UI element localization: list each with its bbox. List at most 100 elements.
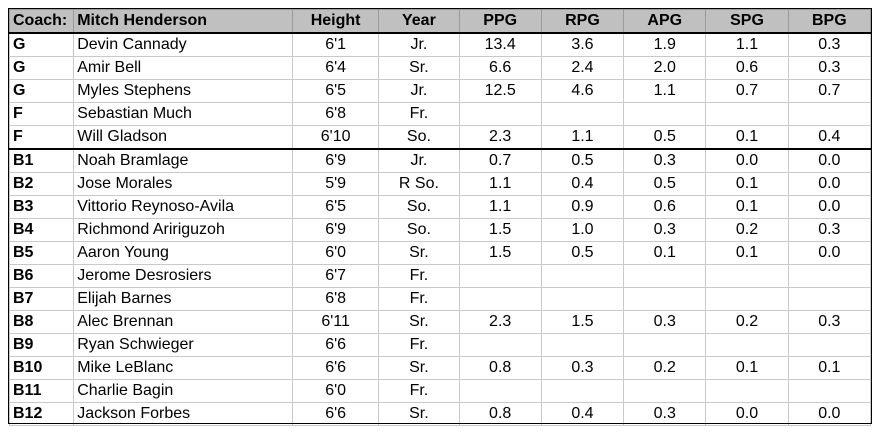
- stat-spg: 0.1: [705, 241, 789, 265]
- player-year: Sr.: [378, 310, 460, 334]
- player-height: 6'8: [291, 287, 380, 311]
- stat-apg: [623, 102, 707, 126]
- player-name: Myles Stephens: [73, 79, 293, 103]
- player-height: 6'10: [291, 125, 380, 150]
- player-name: Will Gladson: [73, 125, 293, 150]
- stat-ppg: [458, 264, 542, 288]
- stat-rpg: 1.1: [540, 125, 625, 150]
- stat-apg: [623, 264, 707, 288]
- table-row: B12 Jackson Forbes 6'6 Sr. 0.8 0.4 0.3 0.0 0.0: [8, 402, 872, 426]
- table-row: B8 Alec Brennan 6'11 Sr. 2.3 1.5 0.3 0.2 0.3: [8, 310, 872, 334]
- player-position: B11: [8, 379, 75, 403]
- stat-apg: [623, 287, 707, 311]
- stat-spg: [705, 264, 789, 288]
- stat-bpg: [787, 287, 872, 311]
- column-header-height: Height: [291, 9, 380, 34]
- stat-rpg: [540, 264, 625, 288]
- stat-spg: 0.1: [705, 125, 789, 150]
- player-position: B8: [8, 310, 75, 334]
- stat-rpg: 0.5: [540, 148, 625, 173]
- player-name: Sebastian Much: [73, 102, 293, 126]
- player-name: Noah Bramlage: [73, 148, 293, 173]
- player-year: Sr.: [378, 402, 460, 426]
- player-name: Jackson Forbes: [73, 402, 293, 426]
- table-row: B11 Charlie Bagin 6'0 Fr.: [8, 379, 872, 403]
- player-name: Elijah Barnes: [73, 287, 293, 311]
- stat-spg: [705, 287, 789, 311]
- stat-bpg: 0.0: [787, 172, 872, 196]
- stat-rpg: 0.5: [540, 241, 625, 265]
- table-body: G Devin Cannady 6'1 Jr. 13.4 3.6 1.9 1.1 0.3 G Ami…: [8, 32, 872, 426]
- stat-bpg: [787, 264, 872, 288]
- stat-spg: 0.1: [705, 356, 789, 380]
- player-year: Fr.: [378, 287, 460, 311]
- stat-rpg: 3.6: [540, 32, 625, 57]
- stat-spg: 1.1: [705, 32, 789, 57]
- stat-ppg: 0.7: [458, 148, 542, 173]
- column-header-ppg: PPG: [458, 9, 542, 34]
- player-position: B1: [8, 148, 75, 173]
- stat-spg: 0.6: [705, 56, 789, 80]
- table-row: B3 Vittorio Reynoso-Avila 6'5 So. 1.1 0.9 0.6 0…: [8, 195, 872, 219]
- stat-bpg: 0.3: [787, 56, 872, 80]
- player-year: Jr.: [378, 32, 460, 57]
- stat-apg: 0.1: [623, 241, 707, 265]
- column-header-apg: APG: [623, 9, 707, 34]
- player-name: Aaron Young: [73, 241, 293, 265]
- stat-ppg: 0.8: [458, 356, 542, 380]
- column-header-bpg: BPG: [787, 9, 872, 34]
- stat-bpg: [787, 333, 872, 357]
- stat-spg: [705, 102, 789, 126]
- player-position: B10: [8, 356, 75, 380]
- player-height: 6'9: [291, 218, 380, 242]
- player-name: Richmond Aririguzoh: [73, 218, 293, 242]
- player-year: Fr.: [378, 333, 460, 357]
- stat-bpg: 0.7: [787, 79, 872, 103]
- stat-apg: 1.1: [623, 79, 707, 103]
- stat-apg: 0.3: [623, 402, 707, 426]
- stat-rpg: [540, 102, 625, 126]
- player-height: 6'1: [291, 32, 380, 57]
- table-row: B9 Ryan Schwieger 6'6 Fr.: [8, 333, 872, 357]
- player-year: Jr.: [378, 148, 460, 173]
- table-row: B5 Aaron Young 6'0 Sr. 1.5 0.5 0.1 0.1 0.0: [8, 241, 872, 265]
- player-year: Fr.: [378, 379, 460, 403]
- player-year: So.: [378, 125, 460, 150]
- stat-ppg: [458, 102, 542, 126]
- player-height: 6'0: [291, 241, 380, 265]
- stat-bpg: 0.3: [787, 310, 872, 334]
- player-year: Fr.: [378, 102, 460, 126]
- stat-rpg: 0.4: [540, 402, 625, 426]
- player-height: 6'5: [291, 79, 380, 103]
- stat-apg: 0.5: [623, 125, 707, 150]
- player-position: B9: [8, 333, 75, 357]
- table-row: B2 Jose Morales 5'9 R So. 1.1 0.4 0.5 0.1 0.0: [8, 172, 872, 196]
- stat-spg: 0.7: [705, 79, 789, 103]
- table-row: B7 Elijah Barnes 6'8 Fr.: [8, 287, 872, 311]
- player-height: 5'9: [291, 172, 380, 196]
- player-position: G: [8, 32, 75, 57]
- stat-spg: [705, 379, 789, 403]
- player-position: F: [8, 125, 75, 150]
- player-year: Sr.: [378, 356, 460, 380]
- player-height: 6'6: [291, 402, 380, 426]
- stat-ppg: 6.6: [458, 56, 542, 80]
- player-position: B5: [8, 241, 75, 265]
- column-header-spg: SPG: [705, 9, 789, 34]
- stat-spg: 0.0: [705, 402, 789, 426]
- stat-bpg: [787, 102, 872, 126]
- stat-rpg: 1.5: [540, 310, 625, 334]
- stat-ppg: 1.1: [458, 195, 542, 219]
- stat-apg: 0.6: [623, 195, 707, 219]
- player-height: 6'8: [291, 102, 380, 126]
- stat-apg: 0.3: [623, 218, 707, 242]
- stat-apg: 0.2: [623, 356, 707, 380]
- player-name: Mike LeBlanc: [73, 356, 293, 380]
- stat-bpg: [787, 379, 872, 403]
- column-header-rpg: RPG: [540, 9, 625, 34]
- player-year: Fr.: [378, 264, 460, 288]
- player-height: 6'6: [291, 356, 380, 380]
- stat-ppg: 1.1: [458, 172, 542, 196]
- stat-ppg: 1.5: [458, 218, 542, 242]
- stat-ppg: 12.5: [458, 79, 542, 103]
